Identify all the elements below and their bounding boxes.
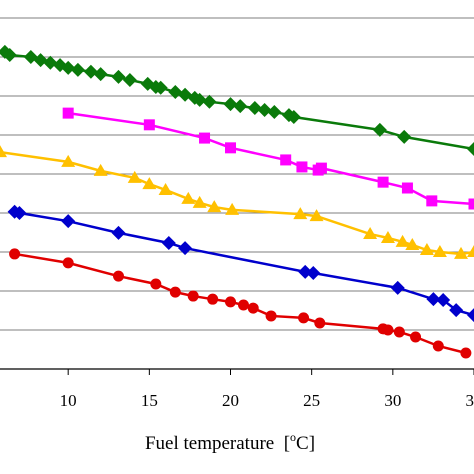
point [247,302,259,314]
x-tick-label: 25 [303,391,320,410]
point [199,132,211,144]
point [207,200,222,213]
point [93,163,108,176]
point [150,278,162,290]
point [192,195,207,208]
point [247,101,262,116]
point [468,198,474,210]
point [70,62,85,77]
point [187,290,199,302]
series-line [67,111,474,206]
x-label-end: C] [296,433,315,454]
point [380,230,395,243]
point [62,107,74,119]
point [432,340,444,352]
point [296,161,308,173]
point [111,69,126,84]
point [83,64,98,79]
point [390,280,405,295]
point [143,119,155,131]
x-tick-label: 30 [384,391,401,410]
point [161,236,176,251]
point [2,47,17,62]
x-label-sup: o [290,430,296,444]
point [169,286,181,298]
point [426,292,441,307]
point [410,331,422,343]
point [382,324,394,336]
point [158,182,173,195]
point [372,122,387,137]
point [267,104,282,119]
x-tick-label: 10 [60,391,77,410]
point [62,257,74,269]
point [223,97,238,112]
point [237,299,249,311]
point [280,154,292,166]
point [401,182,413,194]
point [225,142,237,154]
point [33,53,48,68]
point [397,129,412,144]
point [449,303,464,318]
point [61,214,76,229]
point [61,154,76,167]
point [377,176,389,188]
x-axis-label: Fuel temperature [oC] [145,430,315,454]
point [113,270,124,282]
point [286,110,301,125]
point [432,244,447,257]
point [309,209,324,222]
point [168,85,183,100]
point [265,310,277,322]
point [257,102,272,117]
point [127,170,142,183]
point [467,308,474,323]
point [363,227,378,240]
point [233,99,248,114]
point [436,292,451,307]
point [393,326,405,338]
point [467,244,474,257]
point [192,92,207,107]
point [315,162,327,174]
point [460,347,472,359]
point [111,225,126,240]
point [298,312,310,324]
point [122,72,137,87]
point [181,191,196,204]
point [202,94,217,109]
point [306,266,321,281]
point [314,317,326,329]
x-tick-label: 35 [466,391,474,410]
point [225,296,237,308]
point [0,145,7,158]
point [405,237,420,250]
x-tick-label: 15 [141,391,158,410]
point [426,195,438,207]
point [207,293,219,305]
point [293,207,308,220]
point [93,67,108,82]
point [467,142,474,157]
point [142,177,157,190]
point [12,205,27,220]
point [43,55,58,70]
point [153,80,168,95]
point [225,202,240,215]
point [419,243,434,256]
point [61,60,76,75]
point [395,234,410,247]
point [178,241,193,256]
x-tick-label: 20 [222,391,239,410]
x-label-main: Fuel temperature [ [145,433,290,454]
point [454,246,469,259]
point [9,248,21,260]
